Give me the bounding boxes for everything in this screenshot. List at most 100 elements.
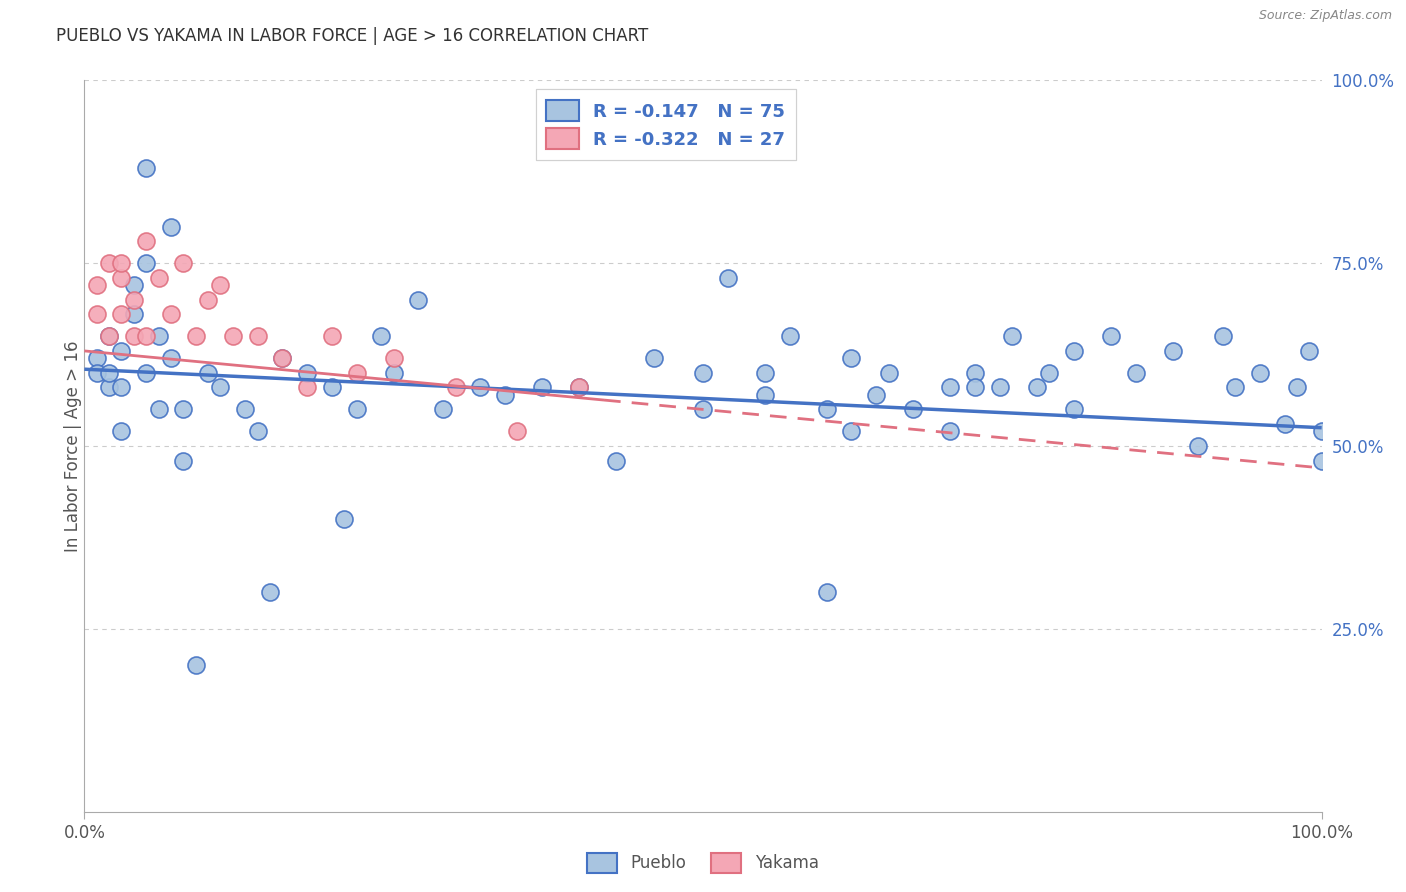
Point xyxy=(86,366,108,380)
Point xyxy=(135,366,157,380)
Point xyxy=(148,270,170,285)
Point xyxy=(1099,329,1122,343)
Point xyxy=(271,351,294,366)
Point xyxy=(209,380,232,394)
Point xyxy=(605,453,627,467)
Point xyxy=(122,329,145,343)
Point xyxy=(172,453,194,467)
Point xyxy=(1063,343,1085,358)
Point xyxy=(110,425,132,439)
Point xyxy=(754,366,776,380)
Point xyxy=(494,388,516,402)
Point xyxy=(568,380,591,394)
Point xyxy=(432,402,454,417)
Point xyxy=(184,658,207,673)
Point xyxy=(233,402,256,417)
Point xyxy=(1223,380,1246,394)
Point xyxy=(1310,453,1333,467)
Point xyxy=(754,388,776,402)
Point xyxy=(1310,425,1333,439)
Point xyxy=(86,278,108,293)
Point xyxy=(110,270,132,285)
Point xyxy=(1026,380,1049,394)
Point xyxy=(110,343,132,358)
Point xyxy=(98,329,121,343)
Point xyxy=(939,380,962,394)
Point xyxy=(965,380,987,394)
Point xyxy=(110,256,132,270)
Point xyxy=(98,329,121,343)
Point xyxy=(1001,329,1024,343)
Point xyxy=(222,329,245,343)
Point xyxy=(333,512,356,526)
Point xyxy=(295,380,318,394)
Point xyxy=(122,307,145,321)
Point xyxy=(939,425,962,439)
Point xyxy=(209,278,232,293)
Point xyxy=(110,380,132,394)
Point xyxy=(470,380,492,394)
Point xyxy=(184,329,207,343)
Point xyxy=(815,402,838,417)
Point xyxy=(321,380,343,394)
Point xyxy=(692,402,714,417)
Point xyxy=(346,366,368,380)
Point xyxy=(160,219,183,234)
Point xyxy=(531,380,554,394)
Point xyxy=(444,380,467,394)
Point xyxy=(903,402,925,417)
Point xyxy=(1125,366,1147,380)
Point xyxy=(122,293,145,307)
Point xyxy=(271,351,294,366)
Point xyxy=(160,351,183,366)
Point xyxy=(841,351,863,366)
Point xyxy=(382,366,405,380)
Point xyxy=(86,307,108,321)
Point xyxy=(408,293,430,307)
Point xyxy=(346,402,368,417)
Point xyxy=(1187,439,1209,453)
Point xyxy=(197,366,219,380)
Point xyxy=(865,388,887,402)
Point xyxy=(370,329,392,343)
Text: PUEBLO VS YAKAMA IN LABOR FORCE | AGE > 16 CORRELATION CHART: PUEBLO VS YAKAMA IN LABOR FORCE | AGE > … xyxy=(56,27,648,45)
Point xyxy=(1285,380,1308,394)
Point xyxy=(86,351,108,366)
Point xyxy=(246,329,269,343)
Point xyxy=(815,585,838,599)
Point xyxy=(160,307,183,321)
Point xyxy=(110,307,132,321)
Point xyxy=(1249,366,1271,380)
Point xyxy=(135,329,157,343)
Point xyxy=(877,366,900,380)
Text: Source: ZipAtlas.com: Source: ZipAtlas.com xyxy=(1258,9,1392,22)
Point xyxy=(148,402,170,417)
Point xyxy=(321,329,343,343)
Point xyxy=(172,256,194,270)
Legend: R = -0.147   N = 75, R = -0.322   N = 27: R = -0.147 N = 75, R = -0.322 N = 27 xyxy=(536,89,796,160)
Point xyxy=(1161,343,1184,358)
Point xyxy=(1063,402,1085,417)
Point xyxy=(965,366,987,380)
Point xyxy=(692,366,714,380)
Point xyxy=(295,366,318,380)
Point xyxy=(382,351,405,366)
Point xyxy=(98,366,121,380)
Point xyxy=(98,380,121,394)
Point xyxy=(1274,417,1296,431)
Point xyxy=(779,329,801,343)
Point xyxy=(135,161,157,175)
Point xyxy=(122,278,145,293)
Point xyxy=(1038,366,1060,380)
Legend: Pueblo, Yakama: Pueblo, Yakama xyxy=(581,847,825,880)
Point xyxy=(506,425,529,439)
Point xyxy=(135,234,157,248)
Point xyxy=(568,380,591,394)
Point xyxy=(1212,329,1234,343)
Point xyxy=(717,270,740,285)
Y-axis label: In Labor Force | Age > 16: In Labor Force | Age > 16 xyxy=(65,340,82,552)
Point xyxy=(148,329,170,343)
Point xyxy=(259,585,281,599)
Point xyxy=(841,425,863,439)
Point xyxy=(1298,343,1320,358)
